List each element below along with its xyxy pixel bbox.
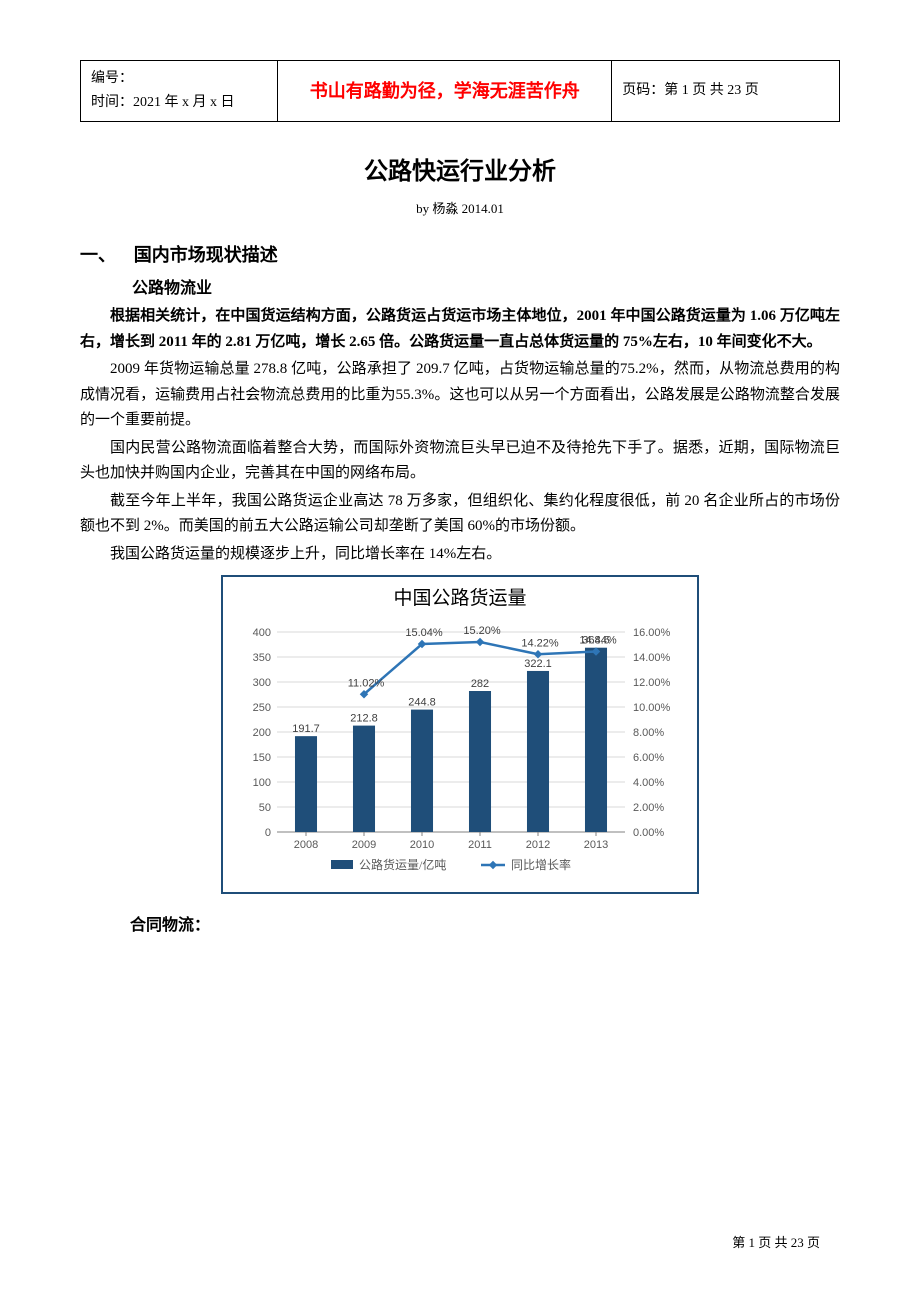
svg-text:322.1: 322.1 bbox=[524, 658, 552, 670]
svg-text:11.02%: 11.02% bbox=[348, 677, 385, 689]
svg-text:同比增长率: 同比增长率 bbox=[511, 857, 571, 872]
svg-text:50: 50 bbox=[259, 802, 271, 814]
svg-text:14.00%: 14.00% bbox=[633, 652, 671, 664]
paragraph-2: 2009 年货物运输总量 278.8 亿吨，公路承担了 209.7 亿吨，占货物… bbox=[80, 357, 840, 434]
header-table: 编号： 时间：2021 年 x 月 x 日 书山有路勤为径，学海无涯苦作舟 页码… bbox=[80, 60, 840, 122]
byline: by 杨淼 2014.01 bbox=[80, 198, 840, 220]
chart-title: 中国公路货运量 bbox=[227, 583, 693, 615]
paragraph-5: 我国公路货运量的规模逐步上升，同比增长率在 14%左右。 bbox=[80, 542, 840, 568]
paragraph-4: 截至今年上半年，我国公路货运企业高达 78 万多家，但组织化、集约化程度很低，前… bbox=[80, 489, 840, 540]
svg-text:300: 300 bbox=[253, 677, 271, 689]
svg-text:2010: 2010 bbox=[410, 839, 434, 851]
freight-volume-chart: 0 50 100 150 200 250 300 350 400 0.00% 2.00% 4.00% 6… bbox=[229, 620, 691, 888]
header-page-label: 页码：第 1 页 共 23 页 bbox=[622, 83, 759, 98]
svg-text:2011: 2011 bbox=[468, 839, 492, 851]
time-label: 时间：2021 年 x 月 x 日 bbox=[91, 91, 267, 115]
svg-text:2008: 2008 bbox=[294, 839, 318, 851]
svg-text:100: 100 bbox=[253, 777, 271, 789]
svg-text:12.00%: 12.00% bbox=[633, 677, 671, 689]
svg-text:14.22%: 14.22% bbox=[521, 637, 559, 649]
svg-text:2009: 2009 bbox=[352, 839, 376, 851]
svg-text:2.00%: 2.00% bbox=[633, 802, 664, 814]
svg-text:8.00%: 8.00% bbox=[633, 727, 664, 739]
chart-container: 中国公路货运量 0 50 100 150 200 250 300 350 400 0.00% 2.0… bbox=[221, 575, 699, 893]
svg-text:14.44%: 14.44% bbox=[579, 634, 617, 646]
paragraph-3: 国内民营公路物流面临着整合大势，而国际外资物流巨头早已迫不及待抢先下手了。据悉，… bbox=[80, 436, 840, 487]
section-1-heading: 一、 国内市场现状描述 bbox=[80, 240, 840, 271]
svg-text:0.00%: 0.00% bbox=[633, 827, 664, 839]
svg-text:150: 150 bbox=[253, 752, 271, 764]
section-1-title: 国内市场现状描述 bbox=[134, 245, 278, 265]
subheading-road-logistics: 公路物流业 bbox=[132, 275, 840, 302]
svg-text:0: 0 bbox=[265, 827, 271, 839]
page-footer: 第 1 页 共 23 页 bbox=[732, 1232, 820, 1254]
svg-text:2013: 2013 bbox=[584, 839, 608, 851]
svg-text:282: 282 bbox=[471, 678, 489, 690]
bianhao-label: 编号： bbox=[91, 67, 267, 91]
svg-text:2012: 2012 bbox=[526, 839, 550, 851]
svg-text:250: 250 bbox=[253, 702, 271, 714]
header-left-cell: 编号： 时间：2021 年 x 月 x 日 bbox=[81, 61, 278, 122]
svg-text:191.7: 191.7 bbox=[292, 723, 320, 735]
svg-text:212.8: 212.8 bbox=[350, 712, 378, 724]
header-mid-cell: 书山有路勤为径，学海无涯苦作舟 bbox=[278, 61, 612, 122]
svg-text:10.00%: 10.00% bbox=[633, 702, 671, 714]
header-right-cell: 页码：第 1 页 共 23 页 bbox=[612, 61, 840, 122]
svg-text:15.04%: 15.04% bbox=[405, 627, 443, 639]
subheading-contract-logistics: 合同物流： bbox=[130, 912, 840, 939]
svg-text:公路货运量/亿吨: 公路货运量/亿吨 bbox=[359, 857, 446, 872]
document-title: 公路快运行业分析 bbox=[80, 152, 840, 193]
svg-text:200: 200 bbox=[253, 727, 271, 739]
section-1-number: 一、 bbox=[80, 240, 130, 271]
svg-text:6.00%: 6.00% bbox=[633, 752, 664, 764]
motto-text: 书山有路勤为径，学海无涯苦作舟 bbox=[310, 81, 580, 101]
svg-text:350: 350 bbox=[253, 652, 271, 664]
svg-text:400: 400 bbox=[253, 627, 271, 639]
svg-text:16.00%: 16.00% bbox=[633, 627, 671, 639]
svg-text:4.00%: 4.00% bbox=[633, 777, 664, 789]
svg-text:15.20%: 15.20% bbox=[463, 625, 501, 637]
paragraph-1: 根据相关统计，在中国货运结构方面，公路货运占货运市场主体地位，2001 年中国公… bbox=[80, 304, 840, 355]
svg-text:244.8: 244.8 bbox=[408, 696, 436, 708]
